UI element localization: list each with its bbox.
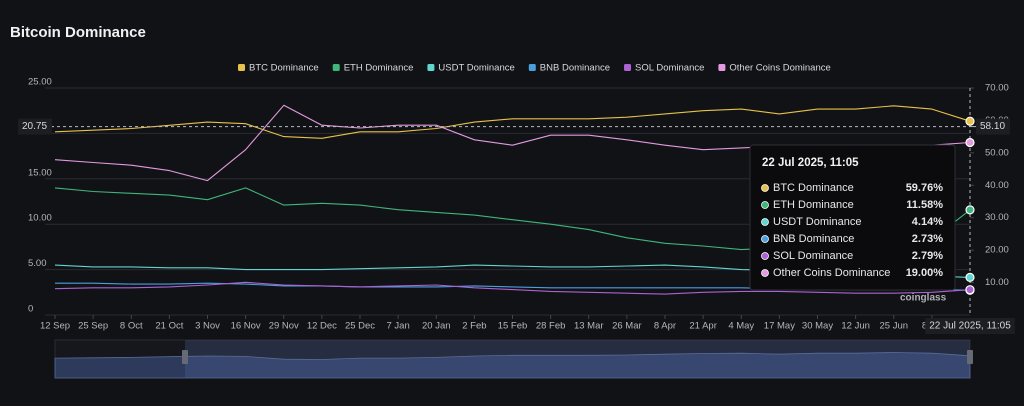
x-tick-label: 29 Nov	[269, 321, 299, 332]
watermark: coinglass	[900, 293, 947, 304]
tooltip-dot	[761, 269, 769, 277]
legend-swatch	[332, 64, 340, 71]
chart-title: Bitcoin Dominance	[10, 24, 146, 41]
x-tick-label: 15 Feb	[498, 321, 528, 332]
y2-tick-label: 30.00	[985, 212, 1009, 223]
x-tick-label: 28 Feb	[536, 321, 566, 332]
tooltip-value: 4.14%	[912, 216, 943, 228]
point-marker	[965, 285, 975, 295]
y-tick-label: 5.00	[28, 258, 47, 269]
point-marker	[965, 205, 975, 215]
x-tick-label: 17 May	[764, 321, 795, 332]
x-tick-label: 25 Dec	[345, 321, 375, 332]
x-tick-label: 2 Feb	[462, 321, 486, 332]
tooltip-series-name: BTC Dominance	[773, 182, 854, 194]
y2-tick-label: 70.00	[985, 83, 1009, 94]
x-tick-label: 13 Mar	[574, 321, 604, 332]
legend-swatch	[528, 64, 536, 71]
legend-label: BNB Dominance	[540, 63, 610, 74]
y2-tick-label: 20.00	[985, 245, 1009, 256]
point-marker	[965, 137, 975, 148]
y2-tick-label: 40.00	[985, 180, 1009, 191]
tooltip-value: 11.58%	[906, 199, 943, 211]
x-tick-label: 26 Mar	[612, 321, 642, 332]
y2-tick-label: 50.00	[985, 147, 1009, 158]
y2-tick-label: 10.00	[985, 277, 1009, 288]
legend-swatch	[427, 64, 435, 71]
navigator-handle-right[interactable]	[967, 350, 973, 364]
x-tick-label: 3 Nov	[195, 321, 220, 332]
overlay-layer: 20.75 58.10 coinglass 22 Jul 2025, 11:05 BTC…	[18, 88, 1015, 379]
crosshair-y-box	[18, 118, 52, 135]
x-tick-label: 12 Sep	[40, 321, 70, 332]
tooltip-dot	[761, 252, 769, 260]
x-tick-label: 12 Jun	[841, 321, 870, 332]
x-tick-label: 16 Nov	[231, 321, 261, 332]
x-tick-label: 25 Sep	[78, 321, 108, 332]
tooltip-series-name: Other Coins Dominance	[773, 267, 890, 279]
x-tick-label: 12 Dec	[307, 321, 337, 332]
legend-label: ETH Dominance	[344, 63, 414, 74]
y-tick-label: 15.00	[28, 167, 52, 178]
legend-label: BTC Dominance	[249, 63, 319, 74]
tooltip-series-name: USDT Dominance	[773, 216, 861, 228]
x-tick-label: 8 Apr	[654, 321, 676, 332]
x-tick-label: 20 Jan	[422, 321, 451, 332]
tooltip-value: 19.00%	[906, 267, 944, 279]
legend-label: USDT Dominance	[438, 63, 514, 74]
x-tick-label: 30 May	[802, 321, 833, 332]
tooltip-value: 2.79%	[912, 250, 943, 262]
point-marker	[965, 272, 975, 283]
x-tick-label: 4 May	[728, 321, 754, 332]
x-tick-label: 21 Apr	[689, 321, 716, 332]
tooltip-series-name: BNB Dominance	[773, 233, 854, 245]
x-tick-label: 25 Jun	[879, 321, 908, 332]
y-tick-label: 10.00	[28, 213, 52, 224]
crosshair-y-label: 20.75	[22, 121, 47, 132]
crosshair-x-label: 22 Jul 2025, 11:05	[929, 321, 1011, 332]
tooltip-dot	[761, 201, 769, 209]
tooltip-dot	[761, 218, 769, 226]
tooltip-value: 2.73%	[912, 233, 943, 245]
x-tick-label: 8 Oct	[120, 321, 143, 332]
tooltip-value: 59.76%	[906, 182, 944, 194]
y-tick-label: 25.00	[28, 77, 52, 88]
navigator-handle-left[interactable]	[182, 350, 188, 364]
navigator-window[interactable]	[185, 340, 970, 378]
crosshair-y2-box	[976, 118, 1010, 135]
crosshair-x-box	[925, 318, 1015, 334]
legend-swatch	[624, 64, 632, 71]
x-tick-label: 7 Jan	[387, 321, 410, 332]
tooltip-title: 22 Jul 2025, 11:05	[762, 157, 859, 169]
tooltip-dot	[761, 235, 769, 243]
tooltip-box	[749, 144, 956, 291]
tooltip-series-name: ETH Dominance	[773, 199, 854, 211]
y-tick-label: 0	[28, 304, 33, 315]
x-tick-label: 21 Oct	[155, 321, 183, 332]
tooltip-series-name: SOL Dominance	[773, 250, 853, 262]
legend-swatch	[238, 64, 245, 71]
legend-label: Other Coins Dominance	[729, 63, 830, 74]
series-line	[54, 281, 971, 295]
legend-label: SOL Dominance	[635, 63, 704, 74]
tooltip-dot	[761, 184, 769, 192]
point-marker	[965, 116, 975, 126]
legend-swatch	[718, 64, 726, 71]
series-line	[54, 105, 971, 139]
navigator-area	[54, 352, 971, 379]
crosshair-y2-label: 58.10	[980, 121, 1005, 132]
